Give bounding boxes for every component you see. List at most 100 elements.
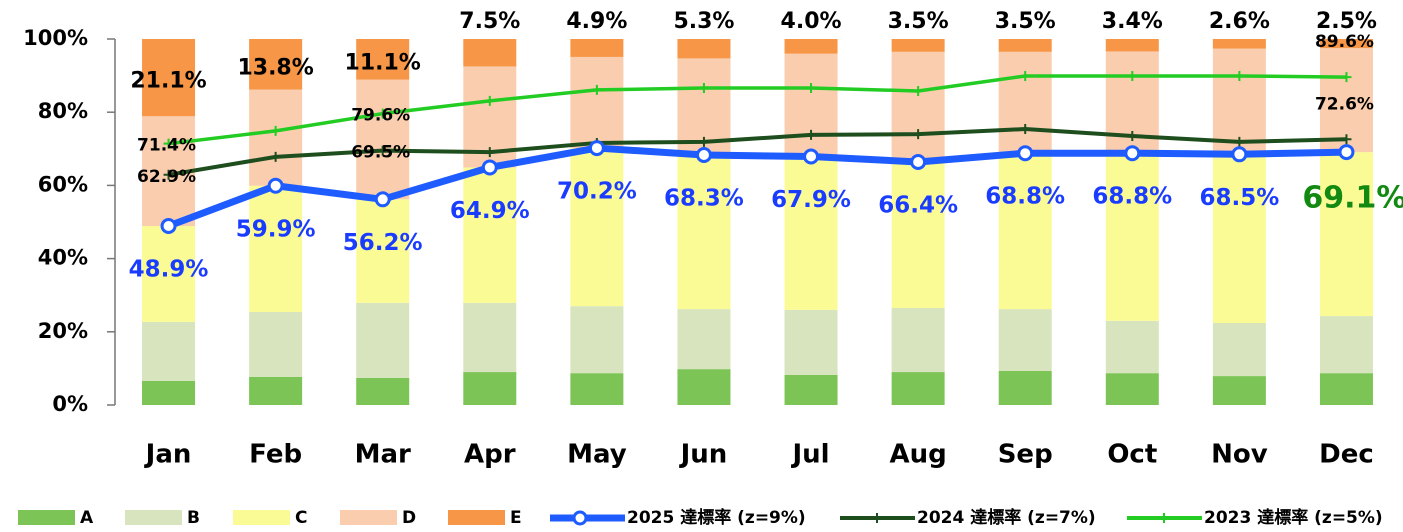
marker xyxy=(910,153,927,170)
bar-segment xyxy=(142,321,196,381)
marker xyxy=(806,129,817,140)
y-tick-label: 0% xyxy=(52,392,88,416)
legend-label: E xyxy=(510,508,522,528)
legend-label: 2025 達標率 (z=9%) xyxy=(627,507,806,528)
line-label: 68.8% xyxy=(1092,184,1172,210)
bar-segment xyxy=(463,302,517,373)
bar-segment xyxy=(1319,152,1373,317)
legend-marker xyxy=(572,510,588,526)
marker xyxy=(1338,144,1355,161)
bar-segment xyxy=(677,39,731,59)
bar-segment xyxy=(677,309,731,370)
bar-label: 5.3% xyxy=(673,9,734,34)
bar-segment xyxy=(142,380,196,405)
line-label: 48.9% xyxy=(129,257,209,283)
marker xyxy=(803,148,820,165)
legend-label: A xyxy=(80,508,94,528)
bar-segment xyxy=(891,308,945,373)
bar-label: 2.6% xyxy=(1209,9,1270,34)
marker xyxy=(698,83,709,94)
bar-label: 3.5% xyxy=(888,9,949,34)
legend-label: D xyxy=(402,508,416,528)
bar-segment xyxy=(1319,316,1373,374)
line xyxy=(168,127,1347,177)
legend-marker xyxy=(872,513,882,523)
bar-segment xyxy=(463,372,517,405)
bar-label: 13.8% xyxy=(237,55,313,80)
marker xyxy=(163,169,174,180)
marker xyxy=(270,125,281,136)
bar-segment xyxy=(998,309,1052,371)
line-label: 71.4% xyxy=(137,136,196,156)
legend-label: 2024 達標率 (z=7%) xyxy=(917,507,1096,528)
bar-segment xyxy=(1212,323,1266,377)
legend-swatch xyxy=(233,510,290,525)
bar-segment xyxy=(356,377,410,405)
bar-segment xyxy=(998,153,1052,310)
marker xyxy=(377,145,388,156)
marker xyxy=(806,83,817,94)
marker xyxy=(163,138,174,149)
line xyxy=(167,144,1347,230)
marker xyxy=(484,95,495,106)
bar-label: 7.5% xyxy=(459,9,520,34)
line-label: 68.3% xyxy=(664,186,744,212)
bar-segment xyxy=(998,370,1052,405)
bar-segment xyxy=(249,312,303,377)
bar-segment xyxy=(1319,39,1373,49)
marker xyxy=(1341,72,1352,83)
x-tick-label: Oct xyxy=(1107,440,1157,470)
line-label: 79.6% xyxy=(351,106,410,126)
y-tick-label: 100% xyxy=(23,26,88,50)
bar-segment xyxy=(142,39,196,117)
marker xyxy=(377,108,388,119)
legend-marker xyxy=(1159,513,1169,523)
line-label: 59.9% xyxy=(236,216,316,242)
bar-segment xyxy=(677,155,731,310)
marker xyxy=(1124,145,1141,162)
bar-segment xyxy=(784,39,838,54)
bar-segment xyxy=(142,226,196,322)
marker xyxy=(1127,130,1138,141)
bar-label: 3.5% xyxy=(995,9,1056,34)
legend-swatch xyxy=(448,510,505,525)
line-label: 68.8% xyxy=(985,184,1065,210)
bar-segment xyxy=(570,306,624,374)
marker xyxy=(913,129,924,140)
marker xyxy=(913,85,924,96)
bar-segment xyxy=(891,161,945,309)
marker xyxy=(1234,70,1245,81)
legend-label: C xyxy=(295,508,307,528)
marker xyxy=(1020,70,1031,81)
bar-segment xyxy=(784,156,838,310)
bar-segment xyxy=(1212,48,1266,155)
marker xyxy=(1234,136,1245,147)
legend-swatch xyxy=(18,510,75,525)
bar-segment xyxy=(784,53,838,157)
bar-segment xyxy=(570,373,624,405)
bar-segment xyxy=(891,39,945,52)
bar-segment xyxy=(1105,373,1159,405)
y-tick-label: 20% xyxy=(38,319,88,343)
line-label: 70.2% xyxy=(557,179,637,205)
bar-segment xyxy=(356,79,410,200)
bar-segment xyxy=(463,167,517,303)
bar-segment xyxy=(356,199,410,303)
x-tick-label: Apr xyxy=(464,440,516,470)
bar-segment xyxy=(570,148,624,307)
x-tick-label: Feb xyxy=(249,440,302,470)
y-tick-label: 40% xyxy=(38,246,88,270)
marker xyxy=(591,84,602,95)
x-tick-label: Jul xyxy=(790,440,829,470)
x-tick-label: Mar xyxy=(355,440,411,470)
bar-segment xyxy=(677,369,731,405)
bar-segment xyxy=(249,89,303,186)
bar-segment xyxy=(1105,39,1159,52)
marker xyxy=(698,136,709,147)
line-label: 64.9% xyxy=(450,198,530,224)
line-label: 89.6% xyxy=(1315,32,1374,52)
legend-swatch xyxy=(125,510,182,525)
marker xyxy=(1127,70,1138,81)
marker xyxy=(695,147,712,164)
line-label: 66.4% xyxy=(878,192,958,218)
